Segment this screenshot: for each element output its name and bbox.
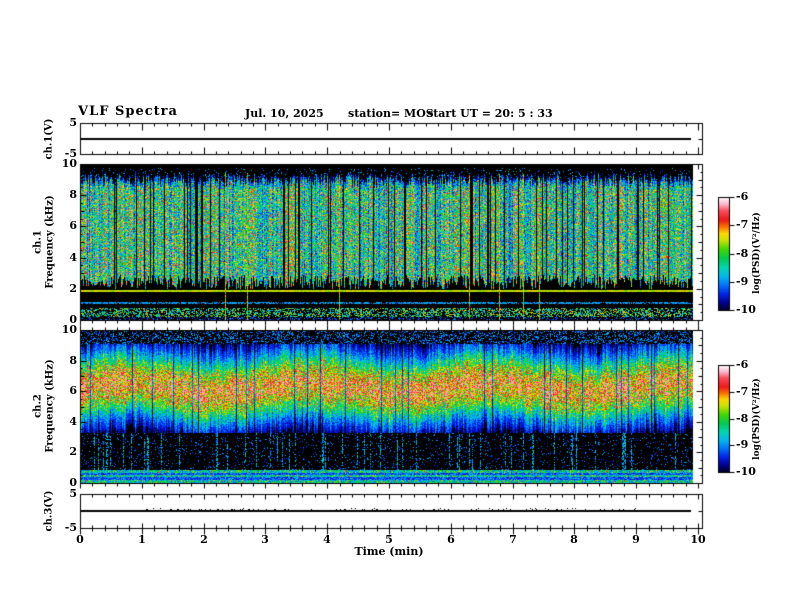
freq-tick-label: 10 bbox=[61, 157, 77, 170]
freq-tick-label: 2 bbox=[69, 445, 77, 458]
date-label: Jul. 10, 2025 bbox=[245, 107, 324, 120]
x-tick-label: 2 bbox=[200, 533, 208, 546]
freq-tick-label: 0 bbox=[69, 476, 77, 489]
voltage-tick-label: -5 bbox=[64, 521, 77, 534]
freq-tick-label: 4 bbox=[69, 251, 77, 264]
freq-tick-label: 8 bbox=[69, 354, 77, 367]
freq-tick-label: 6 bbox=[69, 384, 77, 397]
x-tick-label: 3 bbox=[261, 533, 269, 546]
x-tick-label: 1 bbox=[138, 533, 146, 546]
colorbar-tick-label: -7 bbox=[736, 218, 749, 231]
colorbar-tick-label: -9 bbox=[736, 438, 749, 451]
colorbar-tick-label: -9 bbox=[736, 275, 749, 288]
freq-tick-label: 2 bbox=[69, 282, 77, 295]
x-tick-label: 8 bbox=[570, 533, 578, 546]
freq-tick-label: 10 bbox=[61, 323, 77, 336]
colorbar-tick-label: -10 bbox=[736, 303, 756, 316]
page-title: VLF Spectra bbox=[78, 104, 178, 119]
voltage-tick-label: -5 bbox=[64, 147, 77, 160]
ch1-axis-line2: Frequency (kHz) bbox=[44, 195, 55, 289]
x-tick-label: 4 bbox=[323, 533, 331, 546]
x-tick-label: 6 bbox=[447, 533, 455, 546]
start-ut-label: start UT = 20: 5 : 33 bbox=[427, 107, 553, 120]
colorbar-tick-label: -8 bbox=[736, 412, 749, 425]
colorbar-tick-label: -8 bbox=[736, 247, 749, 260]
x-tick-label: 10 bbox=[690, 533, 706, 546]
voltage-tick-label: 5 bbox=[69, 487, 77, 500]
voltage-tick-label: 5 bbox=[69, 116, 77, 129]
ch2-frequency-axis-label: ch.2 Frequency (kHz) bbox=[33, 359, 56, 452]
x-tick-label: 9 bbox=[632, 533, 640, 546]
station-label: station= MOS bbox=[348, 107, 434, 120]
time-axis-label: Time (min) bbox=[354, 545, 424, 558]
x-tick-label: 5 bbox=[385, 533, 393, 546]
colorbar-tick-label: -6 bbox=[736, 190, 749, 203]
colorbar-tick-label: -6 bbox=[736, 358, 749, 371]
ch2-axis-line1: ch.2 bbox=[32, 394, 44, 418]
colorbar-tick-label: -7 bbox=[736, 385, 749, 398]
freq-tick-label: 4 bbox=[69, 415, 77, 428]
ch1-axis-line1: ch.1 bbox=[32, 230, 44, 254]
x-tick-label: 0 bbox=[76, 533, 84, 546]
freq-tick-label: 0 bbox=[69, 313, 77, 326]
ch2-axis-line2: Frequency (kHz) bbox=[44, 359, 55, 453]
x-tick-label: 7 bbox=[509, 533, 517, 546]
freq-tick-label: 6 bbox=[69, 219, 77, 232]
ch1-frequency-axis-label: ch.1 Frequency (kHz) bbox=[33, 195, 56, 288]
colorbar-tick-label: -10 bbox=[736, 465, 756, 478]
freq-tick-label: 8 bbox=[69, 188, 77, 201]
